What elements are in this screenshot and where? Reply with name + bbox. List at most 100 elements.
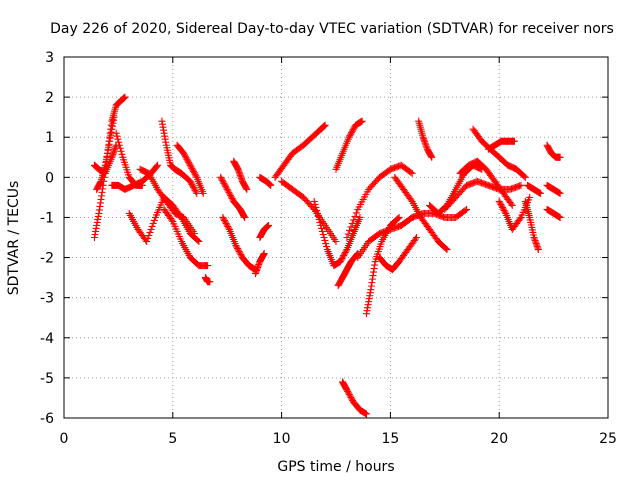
data-point — [117, 147, 125, 155]
data-point — [408, 169, 416, 177]
data-point — [463, 205, 471, 213]
data-point — [222, 219, 230, 227]
data-point — [186, 161, 194, 169]
data-point — [114, 135, 122, 143]
data-point — [143, 238, 151, 246]
series-arc29 — [397, 205, 471, 229]
data-point — [322, 243, 330, 251]
data-point — [358, 117, 366, 125]
data-point — [394, 214, 402, 222]
series-arc37 — [521, 197, 542, 254]
data-point — [267, 181, 275, 189]
y-tick-label: -5 — [40, 371, 54, 387]
data-point — [147, 225, 155, 233]
data-point — [153, 162, 161, 170]
data-point — [315, 215, 323, 223]
data-points — [90, 93, 564, 418]
data-point — [318, 227, 326, 235]
x-tick-label: 15 — [381, 431, 399, 447]
data-point — [220, 215, 228, 223]
data-point — [228, 194, 236, 202]
data-point — [224, 222, 232, 230]
data-point — [347, 130, 355, 138]
data-point — [336, 258, 344, 266]
y-tick-label: -3 — [40, 291, 54, 307]
data-point — [187, 163, 195, 171]
data-point — [347, 223, 355, 231]
data-point — [234, 246, 242, 254]
data-point — [226, 190, 234, 198]
data-point — [317, 221, 325, 229]
data-point — [193, 189, 201, 197]
data-point — [314, 212, 322, 220]
data-point — [556, 213, 564, 221]
data-point — [499, 205, 507, 213]
x-axis-title: GPS time / hours — [277, 459, 394, 475]
data-point — [321, 121, 329, 129]
data-point — [185, 158, 193, 166]
data-point — [260, 250, 268, 258]
data-point — [148, 222, 156, 230]
x-tick-label: 10 — [273, 431, 291, 447]
data-point — [413, 234, 421, 241]
data-point — [194, 237, 202, 245]
data-point — [224, 187, 232, 195]
series-arc16 — [256, 221, 273, 241]
series-arc27 — [376, 234, 421, 274]
data-point — [187, 179, 195, 187]
data-point — [356, 213, 364, 221]
data-point — [320, 234, 328, 241]
series-arc18 — [271, 121, 329, 181]
data-point — [348, 129, 356, 137]
x-tick-label: 5 — [168, 431, 177, 447]
data-point — [343, 234, 351, 241]
series-arc26 — [362, 213, 403, 318]
data-point — [428, 153, 436, 161]
data-point — [116, 144, 124, 152]
data-point — [498, 203, 506, 211]
data-point — [220, 179, 228, 187]
data-point — [349, 126, 357, 134]
data-point — [233, 243, 241, 251]
series-arc11 — [201, 274, 214, 286]
data-point — [223, 185, 231, 193]
data-point — [184, 157, 192, 165]
data-point — [186, 177, 194, 185]
data-point — [220, 216, 228, 224]
data-point — [225, 224, 233, 232]
data-point — [348, 219, 356, 227]
data-point — [221, 181, 229, 189]
data-point — [346, 226, 354, 234]
data-point — [346, 132, 354, 140]
data-point — [495, 197, 503, 205]
data-point — [348, 395, 356, 403]
data-point — [241, 213, 249, 221]
data-point — [182, 154, 190, 162]
data-point — [222, 184, 230, 192]
data-point — [115, 138, 123, 146]
x-tick-label: 20 — [490, 431, 508, 447]
data-point — [226, 191, 234, 199]
data-point — [195, 238, 203, 246]
data-point — [168, 216, 176, 224]
data-point — [517, 181, 525, 189]
data-point — [337, 256, 345, 264]
data-point — [112, 129, 120, 137]
series-arc38 — [523, 181, 545, 197]
data-point — [345, 133, 353, 141]
series-arc23 — [339, 378, 370, 418]
chart-title: Day 226 of 2020, Sidereal Day-to-day VTE… — [50, 21, 614, 37]
data-point — [217, 173, 225, 181]
data-point — [236, 249, 244, 257]
data-point — [521, 173, 529, 181]
data-point — [340, 250, 348, 258]
data-point — [347, 393, 355, 401]
series-arc35 — [484, 137, 518, 153]
data-point — [556, 153, 564, 161]
series-arc33 — [456, 157, 516, 209]
data-point — [243, 185, 251, 193]
data-point — [348, 127, 356, 135]
series-arc17 — [256, 173, 275, 189]
data-point — [350, 216, 358, 224]
data-point — [145, 231, 153, 239]
